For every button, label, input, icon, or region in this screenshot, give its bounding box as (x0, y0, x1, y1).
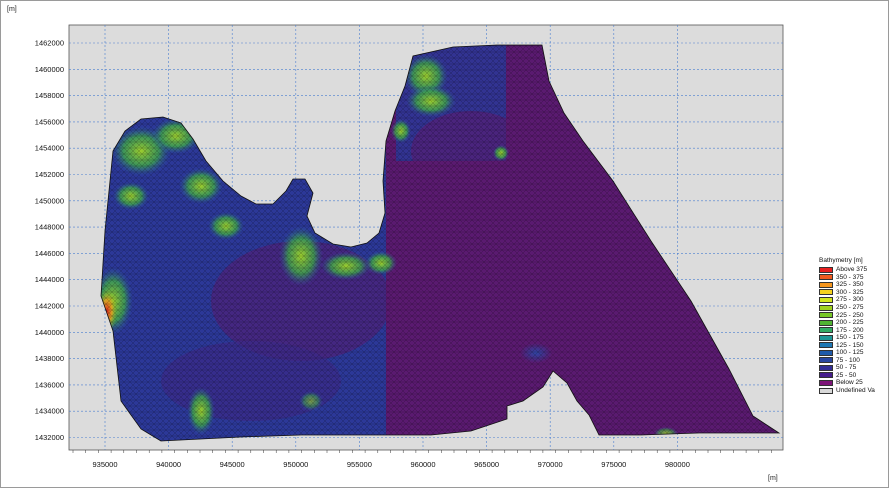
legend-label: Above 375 (836, 266, 868, 274)
legend-label: 325 - 350 (836, 281, 864, 289)
legend-item: 200 - 225 (819, 319, 889, 327)
y-tick-label: 1446000 (35, 249, 64, 258)
legend-swatch (819, 372, 833, 379)
legend-swatch (819, 304, 833, 311)
legend-label: 75 - 100 (836, 356, 860, 364)
y-tick-label: 1432000 (35, 433, 64, 442)
y-tick-label: 1438000 (35, 354, 64, 363)
legend-label: 200 - 225 (836, 319, 864, 327)
y-tick-label: 1458000 (35, 91, 64, 100)
legend-label: 300 - 325 (836, 288, 864, 296)
y-tick-label: 1442000 (35, 302, 64, 311)
x-tick-label: 975000 (601, 460, 626, 469)
legend-item: 50 - 75 (819, 364, 889, 372)
legend-item: 275 - 300 (819, 296, 889, 304)
legend-item: 325 - 350 (819, 281, 889, 289)
x-tick-label: 945000 (220, 460, 245, 469)
legend-item: 225 - 250 (819, 311, 889, 319)
x-tick-label: 960000 (410, 460, 435, 469)
legend-item: 75 - 100 (819, 357, 889, 365)
x-tick-label: 970000 (538, 460, 563, 469)
legend-swatch (819, 349, 833, 356)
legend-label: 25 - 50 (836, 371, 857, 379)
legend-swatch (819, 364, 833, 371)
legend-label: 150 - 175 (836, 334, 864, 342)
legend-swatch (819, 296, 833, 303)
legend-swatch (819, 274, 833, 281)
legend-item: Below 25 (819, 379, 889, 387)
bathymetry-legend: Bathymetry [m] Above 375 350 - 375 325 - 3… (819, 257, 889, 394)
legend-swatch (819, 266, 833, 273)
legend-label: 250 - 275 (836, 304, 864, 311)
legend-item: 300 - 325 (819, 289, 889, 297)
legend-label: 50 - 75 (836, 364, 857, 372)
y-axis-unit: [m] (7, 6, 17, 13)
x-tick-label: 980000 (665, 460, 690, 469)
legend-label: 175 - 200 (836, 326, 864, 334)
y-tick-label: 1444000 (35, 275, 64, 284)
legend-label: 125 - 150 (836, 341, 864, 349)
legend-item: 100 - 125 (819, 349, 889, 357)
legend-swatch (819, 319, 833, 326)
x-axis-unit: [m] (768, 475, 778, 482)
x-tick-label: 935000 (92, 460, 117, 469)
y-tick-label: 1452000 (35, 170, 64, 179)
legend-item: 350 - 375 (819, 274, 889, 282)
legend-swatch (819, 334, 833, 341)
legend-swatch (819, 281, 833, 288)
x-tick-label: 955000 (347, 460, 372, 469)
legend-item: 250 - 275 (819, 304, 889, 312)
y-tick-label: 1456000 (35, 117, 64, 126)
legend-item: Above 375 (819, 266, 889, 274)
legend-swatch (819, 312, 833, 319)
legend-item: 150 - 175 (819, 334, 889, 342)
legend-item: 125 - 150 (819, 341, 889, 349)
y-tick-label: 1450000 (35, 196, 64, 205)
legend-label: 350 - 375 (836, 273, 864, 281)
x-tick-label: 950000 (283, 460, 308, 469)
y-tick-label: 1462000 (35, 39, 64, 48)
x-axis-ticks: 935000 940000 945000 950000 955000 960000 9650… (72, 450, 772, 469)
legend-swatch (819, 327, 833, 334)
legend-swatch (819, 357, 833, 364)
legend-label: Below 25 (836, 379, 863, 387)
y-tick-label: 1440000 (35, 328, 64, 337)
x-tick-label: 940000 (156, 460, 181, 469)
legend-swatch (819, 379, 833, 386)
y-axis-ticks: 1462000 1460000 1458000 1456000 1454000 14520… (35, 39, 64, 443)
y-tick-label: 1460000 (35, 65, 64, 74)
legend-swatch (819, 342, 833, 349)
legend-label: 275 - 300 (836, 296, 864, 304)
legend-item: 25 - 50 (819, 372, 889, 380)
legend-item: 175 - 200 (819, 326, 889, 334)
y-tick-label: 1448000 (35, 223, 64, 232)
legend-swatch (819, 387, 833, 394)
x-tick-label: 965000 (474, 460, 499, 469)
legend-label: 225 - 250 (836, 311, 864, 319)
legend-item: Undefined Va (819, 387, 889, 395)
legend-label: 100 - 125 (836, 349, 864, 357)
legend-title: Bathymetry [m] (819, 257, 863, 264)
y-tick-label: 1436000 (35, 380, 64, 389)
y-tick-label: 1434000 (35, 407, 64, 416)
y-tick-label: 1454000 (35, 144, 64, 153)
legend-swatch (819, 289, 833, 296)
legend-label: Undefined Va (836, 387, 875, 395)
